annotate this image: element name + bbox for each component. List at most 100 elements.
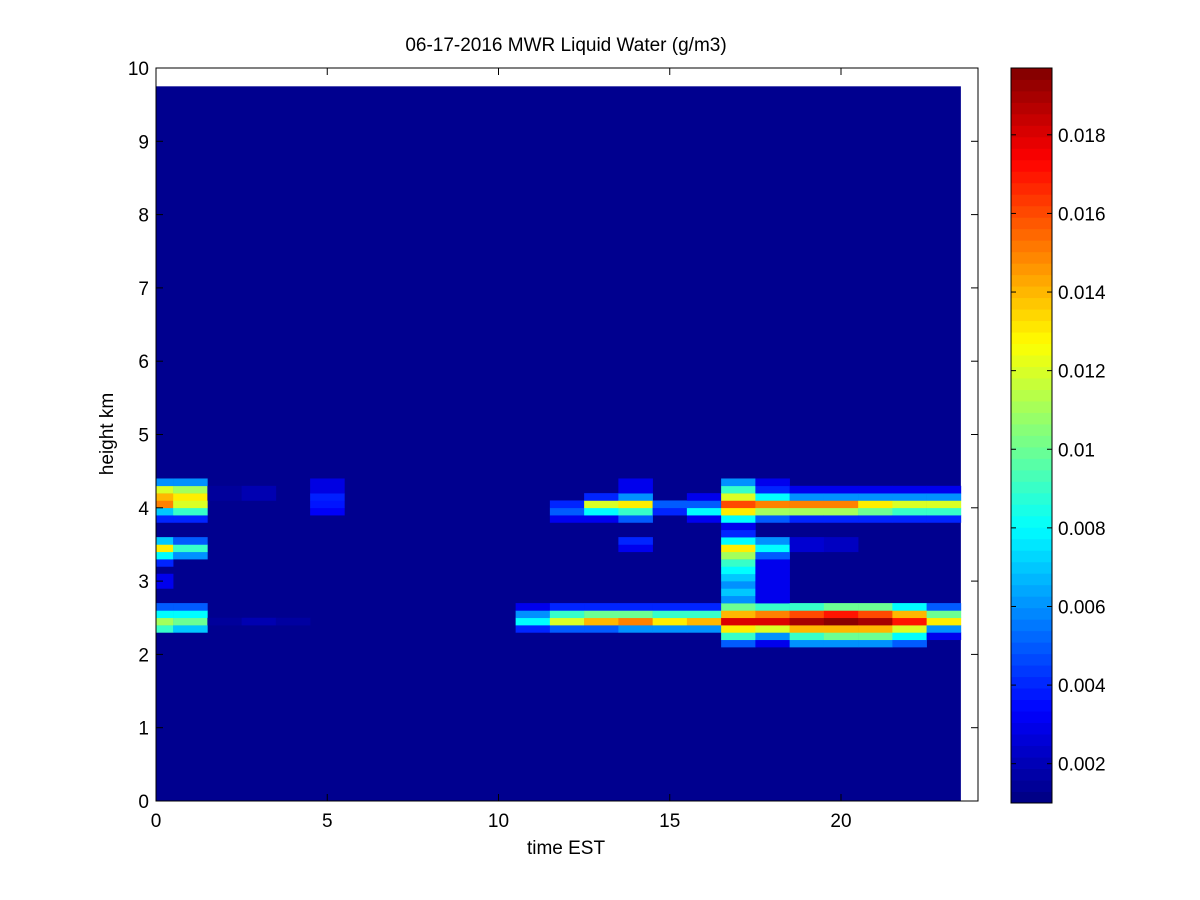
heatmap-cell — [275, 617, 311, 626]
heatmap-cell — [892, 485, 927, 494]
heatmap-cell — [721, 588, 756, 597]
heatmap-cell — [241, 485, 277, 501]
heatmap-cell — [173, 537, 208, 545]
heatmap-cell — [173, 603, 208, 611]
colorbar-segment — [1011, 504, 1052, 517]
heatmap-cell — [721, 507, 756, 516]
heatmap-cell — [156, 507, 174, 516]
heatmap-cell — [156, 603, 174, 611]
colorbar-segment — [1011, 378, 1052, 390]
heatmap-cell — [823, 485, 859, 494]
heatmap-layer — [156, 86, 962, 801]
colorbar-segment — [1011, 182, 1052, 195]
heatmap-cell — [892, 500, 927, 509]
heatmap-cell — [823, 625, 859, 633]
heatmap-cell — [823, 537, 859, 553]
colorbar-segment — [1011, 355, 1052, 367]
heatmap-cell — [721, 500, 756, 509]
heatmap-cell — [755, 507, 790, 516]
colorbar-segment — [1011, 791, 1052, 804]
plot-frame — [155, 67, 979, 802]
heatmap-cell — [789, 537, 825, 553]
heatmap-cell — [549, 507, 585, 516]
heatmap-cell — [652, 610, 688, 619]
heatmap-cell — [892, 625, 927, 633]
colorbar-segment — [1011, 446, 1052, 459]
colorbar-segment — [1011, 274, 1052, 287]
y-tick-label: 10 — [128, 59, 149, 80]
colorbar-segment — [1011, 527, 1052, 540]
heatmap-cell — [686, 625, 722, 633]
colorbar-segment — [1011, 194, 1052, 207]
heatmap-cell — [823, 610, 859, 619]
colorbar-segment — [1011, 757, 1052, 769]
heatmap-cell — [721, 610, 756, 619]
colorbar-segment — [1011, 332, 1052, 345]
colorbar-segment — [1011, 240, 1052, 253]
heatmap-cell — [755, 544, 790, 553]
colorbar-segment — [1011, 768, 1052, 781]
heatmap-cell — [310, 500, 345, 509]
heatmap-cell — [858, 610, 893, 619]
colorbar-segment — [1011, 68, 1052, 80]
colorbar-tick-label: 0.014 — [1058, 283, 1106, 304]
colorbar-frame — [1010, 67, 1053, 804]
heatmap-cell — [584, 610, 619, 619]
heatmap-cell — [858, 632, 893, 641]
heatmap-cell — [789, 493, 825, 501]
colorbar-tick-label: 0.018 — [1058, 126, 1106, 147]
heatmap-cell — [686, 515, 722, 523]
heatmap-cell — [652, 617, 688, 626]
heatmap-cell — [823, 493, 859, 501]
heatmap-cell — [858, 493, 893, 501]
heatmap-cell — [755, 639, 790, 648]
heatmap-cell — [549, 515, 585, 523]
colorbar-tick-label: 0.006 — [1058, 597, 1106, 618]
heatmap-cell — [721, 559, 756, 567]
heatmap-cell — [207, 617, 242, 626]
heatmap-cell — [755, 559, 790, 604]
colorbar: 0.002 0.004 0.006 0.008 0.01 0.012 0.014 0.016 0… — [1010, 67, 1106, 804]
heatmap-cell — [755, 617, 790, 626]
colorbar-segment — [1011, 320, 1052, 333]
heatmap-cell — [892, 493, 927, 501]
colorbar-segment — [1011, 722, 1052, 735]
heatmap-cell — [173, 507, 208, 516]
heatmap-cell — [892, 617, 927, 626]
heatmap-cell — [652, 625, 688, 633]
heatmap-cell — [858, 603, 893, 611]
chart-title: 06-17-2016 MWR Liquid Water (g/m3) — [405, 35, 726, 56]
heatmap-cell — [789, 639, 825, 648]
colorbar-segment — [1011, 607, 1052, 620]
colorbar-segment — [1011, 550, 1052, 563]
x-tick-label: 0 — [151, 811, 162, 832]
heatmap-cell — [926, 500, 962, 509]
colorbar-segment — [1011, 148, 1052, 161]
colorbar-segment — [1011, 90, 1052, 103]
colorbar-segment — [1011, 435, 1052, 448]
heatmap-cell — [156, 493, 174, 501]
heatmap-cell — [156, 559, 174, 567]
heatmap-cell — [686, 493, 722, 501]
heatmap-cell — [618, 537, 653, 545]
heatmap-cell — [156, 573, 174, 589]
heatmap-cell — [310, 478, 345, 494]
heatmap-cell — [789, 507, 825, 516]
colorbar-segment — [1011, 584, 1052, 597]
colorbar-segment — [1011, 642, 1052, 655]
y-tick-label: 0 — [138, 792, 149, 813]
heatmap-cell — [721, 485, 756, 494]
heatmap-cell — [823, 603, 859, 611]
colorbar-segment — [1011, 263, 1052, 276]
heatmap-cell — [618, 493, 653, 501]
heatmap-background — [156, 86, 961, 801]
heatmap-cell — [721, 639, 756, 648]
heatmap-cell — [858, 485, 893, 494]
heatmap-cell — [926, 625, 962, 633]
heatmap-cell — [926, 493, 962, 501]
heatmap-cell — [721, 617, 756, 626]
heatmap-cell — [156, 551, 174, 560]
colorbar-segment — [1011, 630, 1052, 643]
heatmap-cell — [858, 617, 893, 626]
